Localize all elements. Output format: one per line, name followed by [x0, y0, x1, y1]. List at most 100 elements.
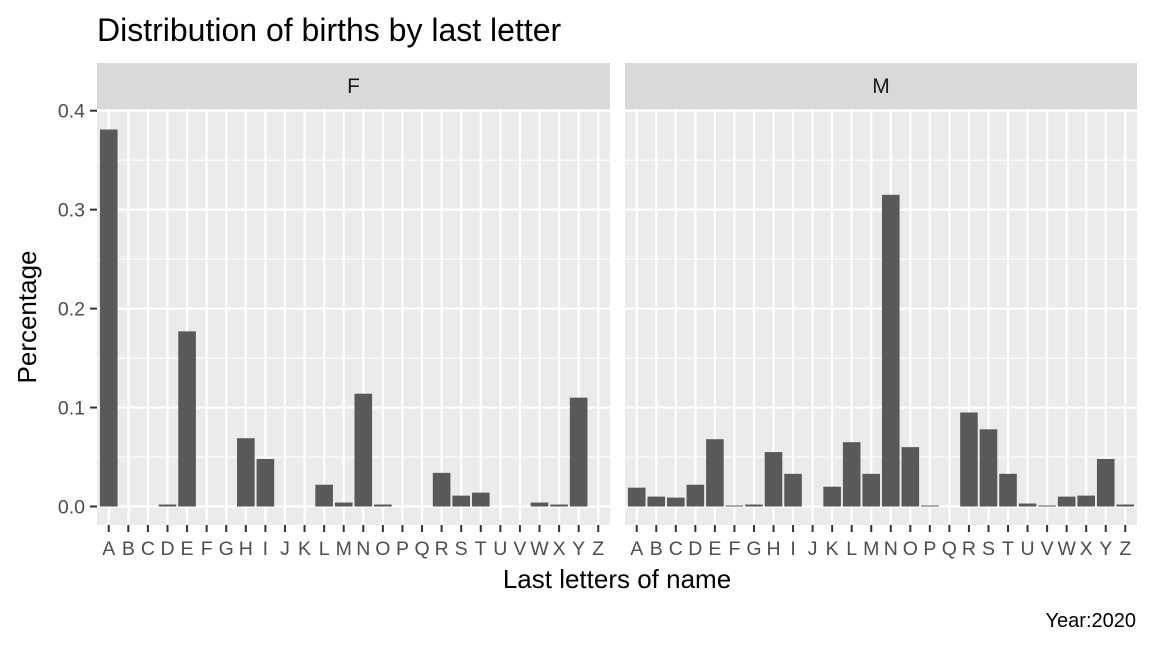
- x-tick-label: W: [530, 538, 549, 560]
- bar-M-I: [784, 473, 802, 507]
- bar-M-D: [686, 484, 705, 507]
- bar-M-V: [1038, 505, 1056, 507]
- bar-F-D: [158, 504, 177, 507]
- y-axis-title: Percentage: [12, 251, 42, 384]
- x-tick-label: Q: [942, 538, 957, 560]
- x-tick-label: X: [1080, 538, 1093, 560]
- bar-F-N: [354, 393, 373, 507]
- x-tick-label: B: [122, 538, 135, 560]
- bar-F-L: [315, 484, 333, 507]
- bar-M-S: [979, 429, 998, 507]
- y-tick-label: 0.3: [58, 200, 85, 222]
- x-tick-label: M: [336, 538, 352, 560]
- x-tick-label: A: [102, 538, 115, 560]
- x-tick-label: R: [962, 538, 976, 560]
- x-tick-label: D: [688, 538, 702, 560]
- x-tick-label: N: [884, 538, 898, 560]
- x-tick-label: Z: [592, 538, 604, 560]
- x-tick-label: N: [356, 538, 370, 560]
- x-tick-label: O: [375, 538, 390, 560]
- x-tick-label: Z: [1119, 538, 1131, 560]
- x-tick-label: W: [1057, 538, 1076, 560]
- x-tick-label: A: [630, 538, 643, 560]
- x-tick-label: H: [239, 538, 253, 560]
- x-tick-label: H: [766, 538, 780, 560]
- x-tick-label: C: [669, 538, 683, 560]
- x-tick-label: L: [846, 538, 857, 560]
- x-tick-label: R: [435, 538, 449, 560]
- x-tick-label: F: [728, 538, 740, 560]
- bar-M-B: [647, 496, 666, 507]
- bar-M-K: [823, 486, 841, 507]
- y-tick-label: 0.1: [58, 398, 85, 420]
- bar-M-Z: [1116, 504, 1135, 507]
- bar-M-Y: [1096, 459, 1115, 507]
- bar-F-E: [178, 331, 196, 507]
- bar-M-R: [960, 412, 978, 507]
- x-tick-label: G: [746, 538, 761, 560]
- bar-F-X: [550, 504, 568, 507]
- x-tick-label: L: [319, 538, 330, 560]
- x-tick-label: I: [790, 538, 795, 560]
- bar-M-G: [745, 504, 763, 507]
- bar-M-W: [1057, 496, 1076, 507]
- x-tick-label: D: [160, 538, 174, 560]
- bar-M-H: [764, 452, 783, 507]
- x-tick-label: X: [553, 538, 566, 560]
- x-tick-label: I: [263, 538, 268, 560]
- x-tick-label: F: [201, 538, 213, 560]
- x-tick-label: J: [808, 538, 818, 560]
- bar-F-W: [530, 502, 549, 507]
- x-tick-label: O: [903, 538, 918, 560]
- x-tick-label: C: [141, 538, 155, 560]
- x-tick-label: Q: [414, 538, 429, 560]
- chart-panels: FA B C D E F G H I J K L M N O P Q R S T U V W X Y Z0.00.10.20.30…: [58, 63, 1137, 560]
- bar-M-M: [862, 473, 881, 507]
- x-tick-label: V: [1041, 538, 1054, 560]
- bar-F-A: [99, 129, 118, 507]
- bar-F-O: [374, 504, 392, 507]
- facet-strip: [97, 63, 610, 109]
- x-tick-label: J: [280, 538, 290, 560]
- bar-F-R: [432, 472, 451, 507]
- x-tick-label: B: [650, 538, 663, 560]
- bar-F-Y: [569, 397, 588, 507]
- bar-M-A: [627, 487, 646, 507]
- bar-M-X: [1077, 495, 1095, 507]
- x-tick-label: S: [455, 538, 468, 560]
- x-tick-label: K: [298, 538, 311, 560]
- bar-M-T: [999, 473, 1017, 507]
- bar-M-U: [1018, 503, 1037, 507]
- x-tick-label: T: [1002, 538, 1014, 560]
- bar-M-L: [842, 442, 861, 507]
- x-tick-label: E: [708, 538, 721, 560]
- x-tick-label: M: [863, 538, 879, 560]
- x-tick-label: T: [475, 538, 487, 560]
- x-tick-label: Y: [572, 538, 585, 560]
- y-tick-label: 0.4: [58, 101, 85, 123]
- bar-M-E: [706, 439, 724, 507]
- bar-F-M: [334, 502, 353, 507]
- facet-strip: [625, 63, 1137, 109]
- chart-caption: Year:2020: [1046, 610, 1136, 632]
- panel-background: [97, 109, 610, 525]
- bar-M-O: [901, 447, 920, 507]
- x-tick-label: U: [1021, 538, 1035, 560]
- x-axis-title: Last letters of name: [503, 564, 731, 594]
- facet-strip-label: M: [872, 75, 890, 98]
- x-tick-label: V: [513, 538, 526, 560]
- bar-F-T: [471, 492, 490, 507]
- x-tick-label: E: [181, 538, 194, 560]
- x-tick-label: Y: [1099, 538, 1112, 560]
- x-tick-label: K: [826, 538, 839, 560]
- bar-M-N: [881, 194, 900, 507]
- bar-F-H: [236, 438, 255, 507]
- bar-M-P: [921, 505, 939, 507]
- x-tick-label: P: [923, 538, 936, 560]
- x-tick-label: U: [493, 538, 507, 560]
- panel-background: [625, 109, 1137, 525]
- chart-title: Distribution of births by last letter: [97, 12, 562, 48]
- x-tick-label: G: [219, 538, 234, 560]
- bar-F-S: [452, 495, 471, 507]
